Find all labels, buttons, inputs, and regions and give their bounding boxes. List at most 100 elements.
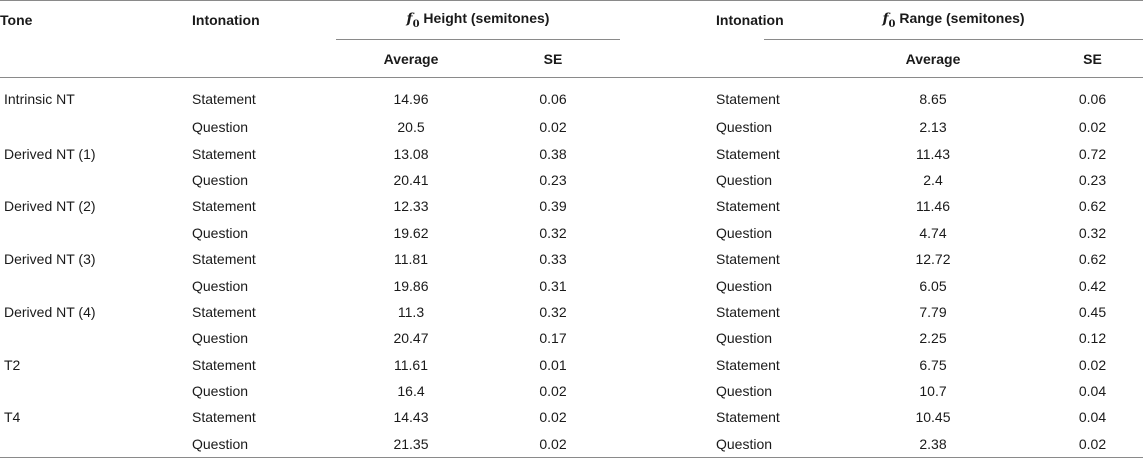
cell-height-se: 0.39 bbox=[539, 198, 567, 215]
cell-intonation-range: Question bbox=[716, 119, 773, 136]
cell-intonation-range: Statement bbox=[716, 145, 780, 162]
cell-range-se: 0.23 bbox=[1078, 171, 1107, 188]
cell-height-se: 0.02 bbox=[456, 430, 620, 459]
header-row-2: Average SE Average SE bbox=[0, 39, 1143, 78]
table-row: T4 Statement 14.43 0.02 Statement 10.45 0.04 bbox=[0, 404, 1143, 430]
table-row: Question 21.35 0.02 Question 2.38 0.02 bbox=[0, 430, 1143, 459]
cell-intonation-range: Statement bbox=[716, 198, 780, 215]
cell-tone bbox=[0, 378, 192, 404]
cell-range-average: 8.65 bbox=[919, 91, 947, 107]
cell-intonation-range: Statement bbox=[716, 356, 780, 373]
cell-tone bbox=[0, 430, 192, 459]
cell-intonation-range: Statement bbox=[716, 409, 780, 426]
cell-tone bbox=[0, 114, 192, 140]
cell-range-average: 10.7 bbox=[919, 383, 947, 400]
cell-intonation-height: Question bbox=[192, 330, 249, 347]
cell-intonation-height: Question bbox=[192, 430, 336, 459]
col-header-range-average: Average bbox=[764, 39, 962, 78]
cell-tone: Derived NT (4) bbox=[4, 303, 96, 320]
cell-height-average: 19.62 bbox=[393, 224, 429, 241]
cell-range-se: 0.02 bbox=[1078, 356, 1107, 373]
cell-range-se: 0.06 bbox=[1078, 91, 1107, 107]
header-row-1: Tone Intonation f0 Height (semitones) In… bbox=[0, 0, 1143, 40]
cell-height-average: 11.3 bbox=[397, 303, 425, 320]
cell-range-average: 2.13 bbox=[919, 119, 947, 136]
cell-intonation-range: Question bbox=[716, 330, 773, 347]
cell-tone bbox=[0, 272, 192, 298]
f0-symbol: f0 bbox=[406, 11, 420, 30]
col-header-intonation-range: Intonation bbox=[716, 12, 784, 29]
cell-height-average: 20.5 bbox=[397, 119, 425, 136]
cell-intonation-range: Statement bbox=[716, 303, 780, 320]
cell-height-average: 20.41 bbox=[393, 171, 429, 188]
col-group-f0-range: f0 Range (semitones) bbox=[764, 0, 1143, 40]
cell-tone: Derived NT (1) bbox=[4, 145, 96, 162]
cell-range-average: 6.75 bbox=[919, 356, 947, 373]
cell-intonation-height: Question bbox=[192, 171, 249, 188]
table-row: Derived NT (1) Statement 13.08 0.38 Statemen… bbox=[0, 140, 1143, 166]
cell-range-se: 0.02 bbox=[1078, 119, 1107, 136]
cell-range-average: 11.46 bbox=[916, 198, 950, 215]
cell-range-se: 0.32 bbox=[1078, 224, 1107, 241]
cell-range-se: 0.72 bbox=[1078, 145, 1107, 162]
cell-height-average: 12.33 bbox=[393, 198, 429, 215]
cell-height-se: 0.17 bbox=[539, 330, 567, 347]
cell-range-se: 0.62 bbox=[1078, 198, 1107, 215]
cell-range-se: 0.42 bbox=[1078, 277, 1107, 294]
cell-range-average: 12.72 bbox=[915, 251, 951, 268]
cell-intonation-height: Statement bbox=[192, 145, 256, 162]
cell-intonation-height: Statement bbox=[192, 91, 256, 107]
table-row: Derived NT (3) Statement 11.81 0.33 Statemen… bbox=[0, 246, 1143, 272]
f0-symbol: f0 bbox=[882, 11, 896, 30]
cell-range-average: 7.79 bbox=[919, 303, 947, 320]
cell-intonation-height: Statement bbox=[192, 198, 256, 215]
cell-intonation-range: Question bbox=[716, 383, 773, 400]
cell-tone: T2 bbox=[4, 356, 21, 373]
table-row: Derived NT (4) Statement 11.3 0.32 Statement… bbox=[0, 299, 1143, 325]
col-group-f0-height: f0 Height (semitones) bbox=[336, 0, 620, 40]
cell-intonation-height: Question bbox=[192, 383, 249, 400]
col-header-height-se: SE bbox=[456, 39, 620, 78]
cell-intonation-range: Question bbox=[716, 224, 773, 241]
table-body: Intrinsic NT Statement 14.96 0.06 Statement 8… bbox=[0, 78, 1143, 459]
cell-intonation-height: Question bbox=[192, 277, 249, 294]
cell-height-se: 0.02 bbox=[539, 409, 567, 426]
table-row: Intrinsic NT Statement 14.96 0.06 Statement 8… bbox=[0, 78, 1143, 115]
cell-range-se: 0.12 bbox=[1078, 330, 1107, 347]
cell-range-average: 2.38 bbox=[764, 430, 962, 459]
cell-range-se: 0.62 bbox=[1078, 251, 1107, 268]
table-row: T2 Statement 11.61 0.01 Statement 6.75 0.02 bbox=[0, 352, 1143, 378]
cell-tone bbox=[0, 167, 192, 193]
table-row: Question 19.62 0.32 Question 4.74 0.32 bbox=[0, 220, 1143, 246]
cell-range-average: 11.43 bbox=[916, 145, 950, 162]
cell-height-se: 0.33 bbox=[539, 251, 567, 268]
cell-height-se: 0.02 bbox=[539, 119, 567, 136]
cell-range-se: 0.45 bbox=[1078, 303, 1107, 320]
cell-intonation-range: Question bbox=[716, 277, 773, 294]
cell-height-se: 0.01 bbox=[539, 356, 567, 373]
col-header-tone: Tone bbox=[0, 12, 33, 29]
cell-height-se: 0.31 bbox=[539, 277, 567, 294]
col-header-intonation-height: Intonation bbox=[192, 12, 260, 29]
cell-tone: Derived NT (2) bbox=[4, 198, 96, 215]
cell-height-se: 0.06 bbox=[539, 91, 567, 107]
cell-intonation-range: Question bbox=[716, 171, 773, 188]
table-row: Question 20.5 0.02 Question 2.13 0.02 bbox=[0, 114, 1143, 140]
col-header-range-se: SE bbox=[962, 39, 1143, 78]
cell-tone bbox=[0, 325, 192, 351]
cell-height-average: 11.81 bbox=[394, 251, 428, 268]
cell-range-average: 4.74 bbox=[919, 224, 947, 241]
cell-height-average: 19.86 bbox=[393, 277, 429, 294]
cell-intonation-height: Question bbox=[192, 119, 249, 136]
cell-range-se: 0.02 bbox=[962, 430, 1143, 459]
cell-intonation-height: Statement bbox=[192, 303, 256, 320]
cell-intonation-height: Statement bbox=[192, 409, 256, 426]
cell-height-average: 14.96 bbox=[393, 91, 429, 107]
cell-height-se: 0.38 bbox=[539, 145, 567, 162]
cell-height-average: 21.35 bbox=[336, 430, 456, 459]
cell-range-average: 2.25 bbox=[919, 330, 947, 347]
table-row: Derived NT (2) Statement 12.33 0.39 Statemen… bbox=[0, 193, 1143, 219]
cell-intonation-height: Question bbox=[192, 224, 249, 241]
table-row: Question 19.86 0.31 Question 6.05 0.42 bbox=[0, 272, 1143, 298]
